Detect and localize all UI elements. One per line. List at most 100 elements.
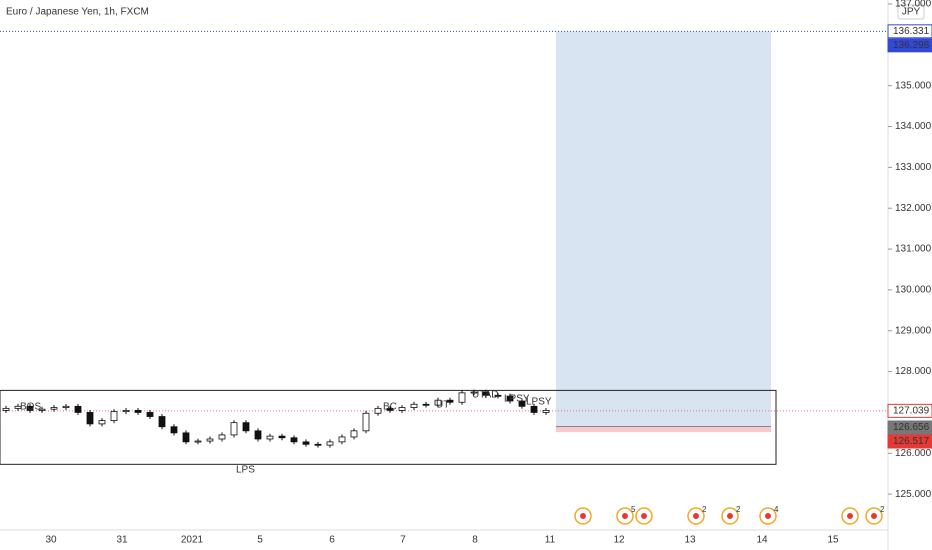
annotation: LPSY: [526, 397, 552, 408]
annotation: LPS: [236, 465, 255, 476]
event-dot: [847, 513, 853, 519]
y-tick-label: 134.000: [895, 121, 932, 132]
x-tick-label: 13: [684, 535, 696, 546]
candle-body: [38, 408, 46, 411]
candle-body: [278, 435, 286, 439]
x-tick-label: 31: [116, 535, 128, 546]
currency[interactable]: JPY: [902, 7, 921, 18]
candle-body: [50, 407, 58, 410]
candle-body: [458, 392, 466, 403]
price-label-box: [887, 403, 932, 418]
candle-body: [218, 434, 226, 440]
candle-body: [350, 430, 358, 438]
candle-body: [158, 416, 166, 428]
stop-zone: [556, 426, 771, 433]
annotation: UTAD: [472, 390, 498, 401]
candle-body: [530, 405, 538, 413]
x-tick-label: 8: [472, 535, 478, 546]
y-tick-label: 130.000: [895, 285, 932, 296]
price-label: 136.331: [893, 26, 930, 37]
y-tick-label: 128.000: [895, 366, 932, 377]
candle-body: [506, 395, 514, 402]
x-tick-label: 14: [756, 535, 768, 546]
candle-body: [62, 405, 70, 408]
candle-body: [122, 410, 130, 413]
candle-body: [494, 394, 502, 397]
y-tick-label: 131.000: [895, 244, 932, 255]
annotation: BOS: [20, 402, 41, 413]
x-tick-label: 2021: [181, 535, 204, 546]
candle-body: [374, 407, 382, 414]
event-dot: [580, 513, 586, 519]
event-dot: [765, 513, 771, 519]
candle-body: [326, 441, 334, 446]
candle-body: [314, 443, 322, 446]
y-tick-label: 129.000: [895, 325, 932, 336]
candle-body: [422, 403, 430, 406]
x-tick-label: 7: [400, 535, 406, 546]
candle-body: [230, 422, 238, 436]
event-dot: [693, 513, 699, 519]
price-label-box: [887, 434, 932, 449]
price-label: 127.039: [893, 405, 930, 416]
candle-body: [86, 412, 94, 425]
annotation: BC: [383, 402, 397, 413]
y-tick-label: 126.000: [895, 448, 932, 459]
candle-body: [302, 441, 310, 445]
candle-body: [242, 422, 250, 432]
candle-body: [398, 407, 406, 411]
candle-body: [518, 400, 526, 407]
candle-body: [338, 436, 346, 443]
candle-body: [170, 426, 178, 434]
event-count: 2: [880, 505, 885, 514]
candle-body: [266, 435, 274, 440]
event-dot: [727, 513, 733, 519]
candle-body: [470, 391, 478, 394]
candle-body: [542, 410, 550, 413]
event-dot: [622, 513, 628, 519]
price-label-box: [887, 420, 932, 435]
candle-body: [434, 399, 442, 406]
price-label: 136.298: [893, 40, 930, 51]
price-label-box: [887, 38, 932, 53]
y-tick-label: 132.000: [895, 203, 932, 214]
target-zone: [556, 31, 771, 427]
y-tick-label: 133.000: [895, 162, 932, 173]
annotation: LPSY: [504, 394, 530, 405]
candle-body: [2, 407, 10, 411]
candle-body: [254, 430, 262, 440]
annotation: UT: [436, 400, 449, 411]
price-label: 126.517: [893, 436, 930, 447]
candle-body: [386, 407, 394, 411]
event-count: 2: [702, 505, 707, 514]
y-tick-label: 137.000: [895, 0, 932, 10]
price-label: 126.656: [893, 422, 930, 433]
candle-body: [362, 412, 370, 432]
symbol-title: Euro / Japanese Yen, 1h, FXCM: [6, 7, 149, 18]
candle-body: [14, 405, 22, 409]
candle-body: [182, 432, 190, 443]
candle-body: [206, 438, 214, 442]
range-box: [0, 389, 777, 465]
candle-body: [98, 420, 106, 425]
y-tick-label: 125.000: [895, 489, 932, 500]
candle-body: [482, 391, 490, 396]
x-tick-label: 15: [827, 535, 839, 546]
event-count: 4: [774, 505, 779, 514]
x-tick-label: 6: [329, 535, 335, 546]
candle-body: [146, 412, 154, 417]
x-tick-label: 11: [545, 535, 556, 546]
candle-body: [134, 410, 142, 413]
event-dot: [641, 513, 647, 519]
event-count: 5: [631, 505, 636, 514]
candle-body: [446, 399, 454, 403]
x-tick-label: 12: [613, 535, 625, 546]
candle-body: [290, 437, 298, 443]
currency-box[interactable]: [897, 4, 925, 20]
candle-body: [194, 440, 202, 443]
price-label-box: [887, 24, 932, 39]
x-tick-label: 30: [45, 535, 57, 546]
x-tick-label: 5: [257, 535, 263, 546]
